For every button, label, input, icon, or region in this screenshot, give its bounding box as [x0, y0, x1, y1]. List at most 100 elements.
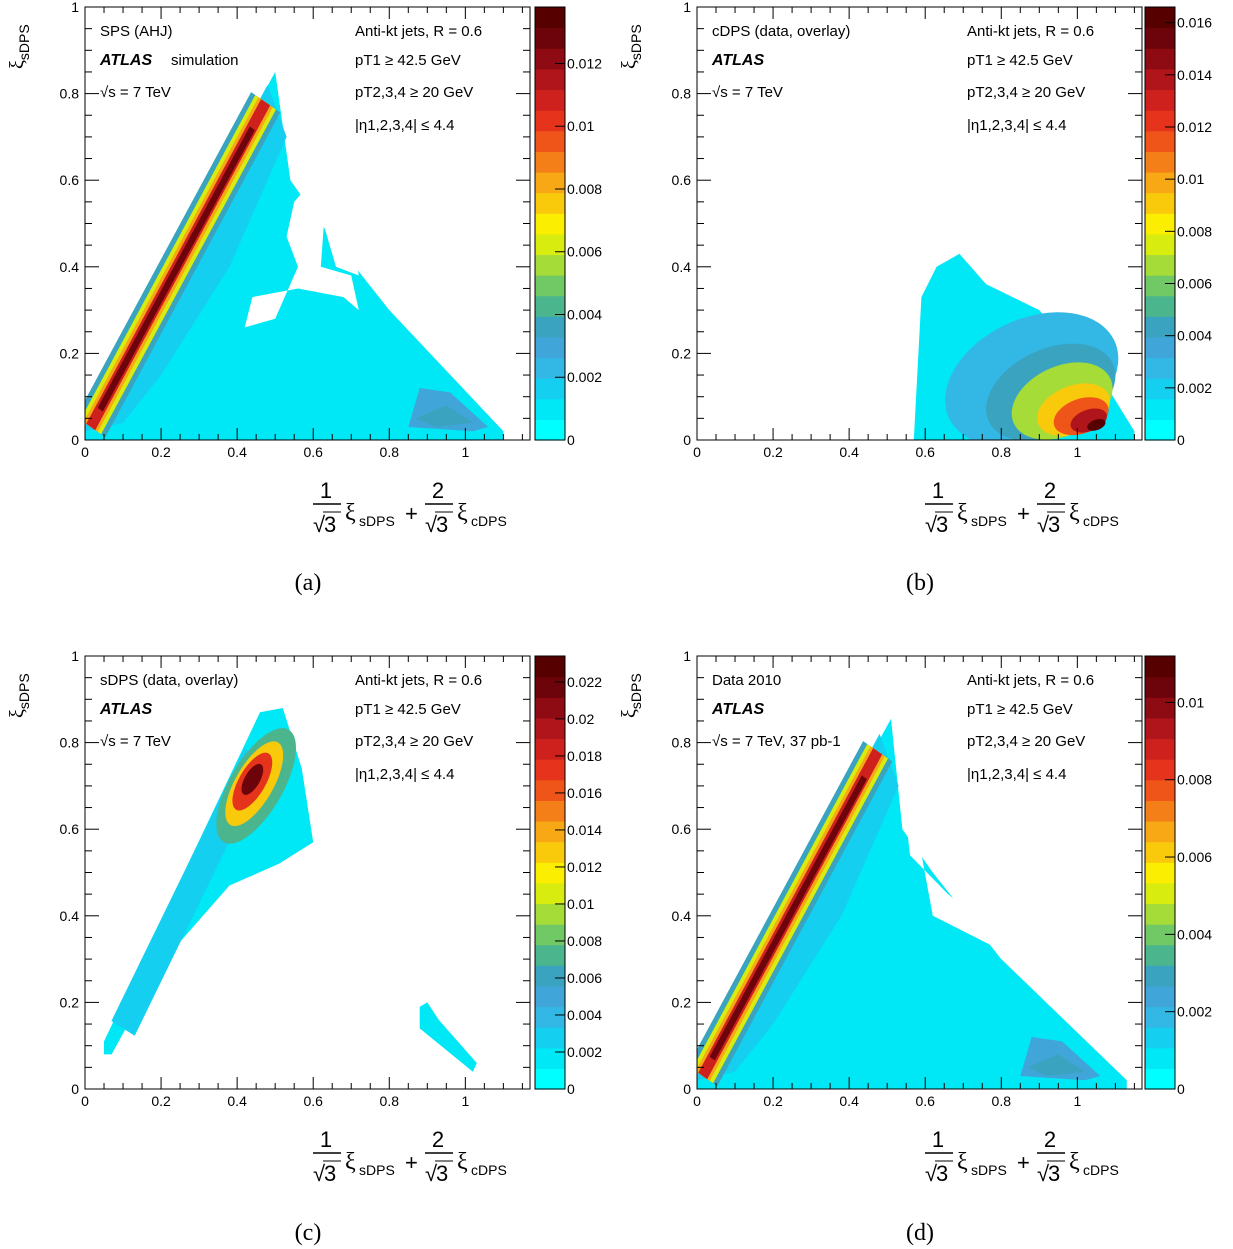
- colorbar-tick-label: 0.014: [567, 822, 602, 838]
- jet-algo-label: Anti-kt jets, R = 0.6: [967, 23, 1094, 40]
- sample-label: cDPS (data, overlay): [712, 23, 850, 40]
- eta-cut-label: |η1,2,3,4| ≤ 4.4: [355, 117, 454, 134]
- density-ridge: [97, 126, 255, 412]
- x-tick-label: 0.6: [303, 1093, 323, 1109]
- empty-region: [244, 180, 359, 328]
- colorbar-segment: [535, 192, 565, 214]
- colorbar-tick-label: 0.01: [567, 896, 594, 912]
- colorbar-tick-label: 0.008: [567, 181, 602, 197]
- colorbar-tick-label: 0.004: [1177, 926, 1212, 942]
- y-tick-label: 1: [683, 648, 691, 664]
- colorbar-tick-label: 0.004: [1177, 328, 1212, 344]
- colorbar-tick-label: 0.006: [567, 970, 602, 986]
- x-tick-label: 1: [461, 1093, 469, 1109]
- colorbar-segment: [1145, 1068, 1175, 1090]
- y-tick-label: 0.2: [60, 345, 80, 361]
- pt1-cut-label: pT1 ≥ 42.5 GeV: [355, 52, 461, 69]
- colorbar-tick-label: 0: [567, 432, 575, 448]
- chart-panel-d: 0 0.2 0.4 0.6 0.8 100.20.40.60.8100.0020.0040…: [618, 648, 1212, 1186]
- colorbar-tick-label: 0.008: [567, 933, 602, 949]
- y-tick-label: 0.6: [60, 172, 80, 188]
- x-axis-label-numerator: 2: [1044, 478, 1056, 503]
- x-axis-label-radicand: 3: [324, 1161, 336, 1186]
- colorbar-segment: [535, 882, 565, 905]
- colorbar-tick-label: 0.004: [567, 1007, 602, 1023]
- colorbar-segment: [1145, 924, 1175, 946]
- colorbar-segment: [535, 965, 565, 987]
- pt234-cut-label: pT2,3,4 ≥ 20 GeV: [355, 84, 473, 101]
- colorbar-segment: [1145, 656, 1175, 678]
- colorbar-segment: [1145, 275, 1175, 297]
- x-tick-label: 0.2: [763, 1093, 783, 1109]
- y-tick-label: 0.8: [60, 86, 80, 102]
- x-axis-label-radicand: 3: [1048, 1161, 1060, 1186]
- y-tick-label: 0: [683, 432, 691, 448]
- colorbar-segment: [535, 820, 565, 843]
- colorbar-segment: [535, 759, 565, 781]
- y-tick-label: 1: [71, 0, 79, 15]
- colorbar-segment: [1145, 1027, 1175, 1049]
- colorbar: 0 0.002 0.004 0.006 0.008 0.01 0.012 0.014 0.016: [1144, 6, 1212, 448]
- x-axis-label-xi: ξ: [345, 1149, 356, 1175]
- colorbar-segment: [1145, 738, 1175, 760]
- density-region: [419, 1002, 477, 1072]
- colorbar-segment: [535, 779, 565, 801]
- colorbar-segment: [535, 1047, 565, 1069]
- eta-cut-label: |η1,2,3,4| ≤ 4.4: [967, 766, 1066, 783]
- colorbar-segment: [535, 213, 565, 235]
- x-axis-label-radicand: 3: [1048, 512, 1060, 537]
- x-axis-label-radicand: 3: [324, 512, 336, 537]
- x-tick-label: 0.4: [227, 1093, 247, 1109]
- empty-region: [320, 214, 359, 276]
- x-tick-label: 0.8: [992, 444, 1012, 460]
- colorbar-tick-label: 0.01: [1177, 171, 1204, 187]
- x-tick-label: 0.8: [380, 444, 400, 460]
- sample-label: Data 2010: [712, 672, 781, 689]
- colorbar-segment: [535, 1006, 565, 1028]
- x-axis-label: 1√3 ξ sDPS +2√3 ξ cDPS: [925, 1127, 1119, 1186]
- colorbar-segment: [535, 316, 565, 338]
- annotations: SPS (AHJ) ATLAS simulation√s = 7 TeV Anti-k…: [99, 23, 482, 134]
- colorbar-segment: [1145, 336, 1175, 359]
- density-ridge: [709, 775, 867, 1061]
- sample-label: sDPS (data, overlay): [100, 672, 238, 689]
- x-axis-label-xi: ξ: [1069, 1149, 1080, 1175]
- x-axis-label-sub: cDPS: [1083, 1162, 1119, 1178]
- x-tick-label: 0.4: [839, 444, 859, 460]
- colorbar-tick-label: 0.002: [1177, 1004, 1212, 1020]
- colorbar-tick-label: 0.002: [1177, 380, 1212, 396]
- heatmap-area: [697, 718, 1127, 1089]
- y-tick-label: 1: [71, 648, 79, 664]
- jet-algo-label: Anti-kt jets, R = 0.6: [967, 672, 1094, 689]
- colorbar-tick-label: 0.012: [1177, 119, 1212, 135]
- colorbar-segment: [1145, 48, 1175, 70]
- x-axis-label-root: √: [313, 1161, 326, 1186]
- panel-label: (a): [295, 570, 322, 596]
- colorbar-segment: [1145, 800, 1175, 822]
- colorbar-segment: [1145, 254, 1175, 276]
- eta-cut-label: |η1,2,3,4| ≤ 4.4: [967, 117, 1066, 134]
- y-tick-label: 0.2: [672, 994, 692, 1010]
- x-axis-label-numerator: 1: [320, 478, 332, 503]
- colorbar-segment: [1145, 419, 1175, 441]
- sample-label: SPS (AHJ): [100, 23, 173, 40]
- annotations: sDPS (data, overlay) ATLAS √s = 7 TeV Anti-…: [99, 672, 482, 783]
- x-tick-label: 0.8: [992, 1093, 1012, 1109]
- x-axis-label-sub: sDPS: [971, 513, 1007, 529]
- x-tick-label: 0.4: [227, 444, 247, 460]
- colorbar-segment: [1145, 357, 1175, 379]
- y-tick-label: 0.4: [60, 908, 80, 924]
- colorbar-tick-label: 0.022: [567, 674, 602, 690]
- colorbar-segment: [1145, 820, 1175, 843]
- y-tick-label: 0.8: [60, 735, 80, 751]
- x-axis-label-numerator: 2: [1044, 1127, 1056, 1152]
- y-tick-label: 0.4: [60, 259, 80, 275]
- density-region: [1027, 1054, 1085, 1076]
- colorbar-segment: [535, 985, 565, 1008]
- colorbar-tick-label: 0.02: [567, 711, 594, 727]
- colorbar-segment: [1145, 676, 1175, 698]
- x-axis-label-plus: +: [1017, 501, 1030, 526]
- colorbar-segment: [535, 130, 565, 152]
- colorbar-segment: [535, 419, 565, 441]
